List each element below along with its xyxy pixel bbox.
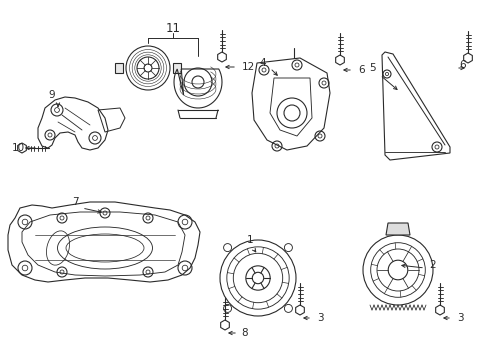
Polygon shape [115, 63, 123, 73]
Text: 5: 5 [368, 63, 375, 73]
Text: 3: 3 [316, 313, 323, 323]
Text: 1: 1 [246, 235, 253, 245]
Text: 8: 8 [241, 328, 248, 338]
Text: 6: 6 [459, 60, 466, 70]
Text: 10: 10 [12, 143, 25, 153]
Text: 11: 11 [165, 22, 180, 35]
Text: 6: 6 [358, 65, 365, 75]
Text: 4: 4 [259, 58, 266, 68]
Polygon shape [385, 223, 409, 235]
Text: 7: 7 [72, 197, 78, 207]
Text: 2: 2 [429, 260, 435, 270]
Text: 12: 12 [241, 62, 254, 72]
Text: 9: 9 [49, 90, 55, 100]
Text: 3: 3 [456, 313, 462, 323]
Polygon shape [173, 63, 181, 73]
